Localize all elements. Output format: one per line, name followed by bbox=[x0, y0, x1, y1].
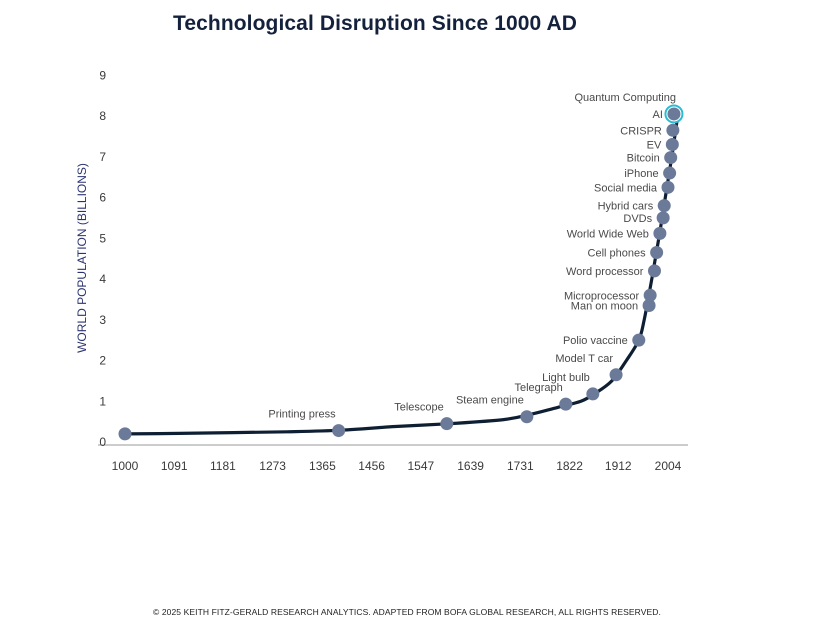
y-tick-label: 7 bbox=[99, 150, 106, 164]
data-point-model-t-car bbox=[609, 368, 623, 382]
annotation-label: Light bulb bbox=[542, 372, 590, 384]
x-tick-label: 2004 bbox=[655, 459, 682, 473]
x-tick-label: 1822 bbox=[556, 459, 583, 473]
x-tick-label: 1547 bbox=[407, 459, 434, 473]
data-point-world-wide-web bbox=[653, 226, 667, 240]
x-tick-label: 1000 bbox=[112, 459, 139, 473]
data-point-microprocessor bbox=[643, 288, 657, 302]
x-tick-label: 1639 bbox=[457, 459, 484, 473]
annotation-label: Cell phones bbox=[588, 248, 647, 260]
data-point-ev bbox=[665, 138, 679, 152]
y-tick-label: 3 bbox=[99, 313, 106, 327]
x-tick-label: 1912 bbox=[605, 459, 632, 473]
annotation-label: Printing press bbox=[268, 409, 336, 421]
annotation-label: DVDs bbox=[623, 213, 652, 225]
annotation-label: Bitcoin bbox=[627, 153, 660, 165]
annotation-label: CRISPR bbox=[620, 125, 662, 137]
data-point-steam-engine bbox=[520, 410, 534, 424]
annotation-label: World Wide Web bbox=[567, 228, 649, 240]
copyright-footer: © 2025 KEITH FITZ-GERALD RESEARCH ANALYT… bbox=[153, 607, 661, 617]
data-point-polio-vaccine bbox=[632, 333, 646, 347]
y-tick-label: 5 bbox=[99, 231, 106, 245]
annotation-label: Social media bbox=[594, 182, 658, 194]
data-point-crispr bbox=[666, 123, 680, 137]
data-point-cell-phones bbox=[650, 246, 664, 260]
annotation-label: Hybrid cars bbox=[598, 201, 654, 213]
y-tick-label: 6 bbox=[99, 191, 106, 205]
x-tick-label: 1181 bbox=[210, 459, 236, 473]
data-point-printing-press bbox=[332, 424, 346, 438]
annotation-label: EV bbox=[647, 140, 662, 152]
data-point-dvds bbox=[656, 211, 670, 225]
chart-title: Technological Disruption Since 1000 AD bbox=[172, 12, 578, 35]
y-tick-label: 4 bbox=[99, 272, 106, 286]
y-tick-label: 9 bbox=[99, 68, 106, 82]
data-point-hybrid-cars bbox=[657, 199, 671, 213]
y-axis-title: WORLD POPULATION (BILLIONS) bbox=[75, 163, 89, 353]
annotation-label: Telescope bbox=[394, 402, 444, 414]
data-point-bitcoin bbox=[664, 151, 678, 165]
annotation-label: Man on moon bbox=[571, 300, 638, 312]
y-tick-label: 0 bbox=[99, 435, 106, 449]
data-point-man-on-moon bbox=[642, 298, 656, 312]
data-point-word-processor bbox=[647, 264, 661, 278]
y-tick-label: 2 bbox=[99, 354, 106, 368]
x-tick-label: 1365 bbox=[309, 459, 336, 473]
annotation-label: Telegraph bbox=[514, 382, 562, 394]
y-tick-label: 1 bbox=[99, 394, 106, 408]
data-point-social-media bbox=[661, 180, 675, 194]
x-tick-label: 1091 bbox=[161, 459, 188, 473]
annotation-label: Model T car bbox=[555, 353, 613, 365]
y-tick-label: 8 bbox=[99, 109, 106, 123]
x-tick-label: 1731 bbox=[507, 459, 534, 473]
annotation-label: Steam engine bbox=[456, 395, 524, 407]
x-tick-label: 1273 bbox=[259, 459, 286, 473]
annotation-label: AI bbox=[653, 109, 663, 121]
data-point-ai bbox=[667, 107, 681, 121]
annotation-label: iPhone bbox=[624, 168, 658, 180]
data-point-light-bulb bbox=[586, 387, 600, 401]
data-point-iphone bbox=[663, 166, 677, 180]
annotation-label: Word processor bbox=[566, 266, 644, 278]
x-tick-label: 1456 bbox=[358, 459, 385, 473]
annotation-label: Polio vaccine bbox=[563, 335, 628, 347]
data-point-telegraph bbox=[559, 397, 573, 411]
data-point-telescope bbox=[440, 417, 454, 431]
annotation-label: Quantum Computing bbox=[574, 92, 676, 104]
annotation-label: Microprocessor bbox=[564, 290, 640, 302]
data-point-start bbox=[118, 427, 132, 441]
